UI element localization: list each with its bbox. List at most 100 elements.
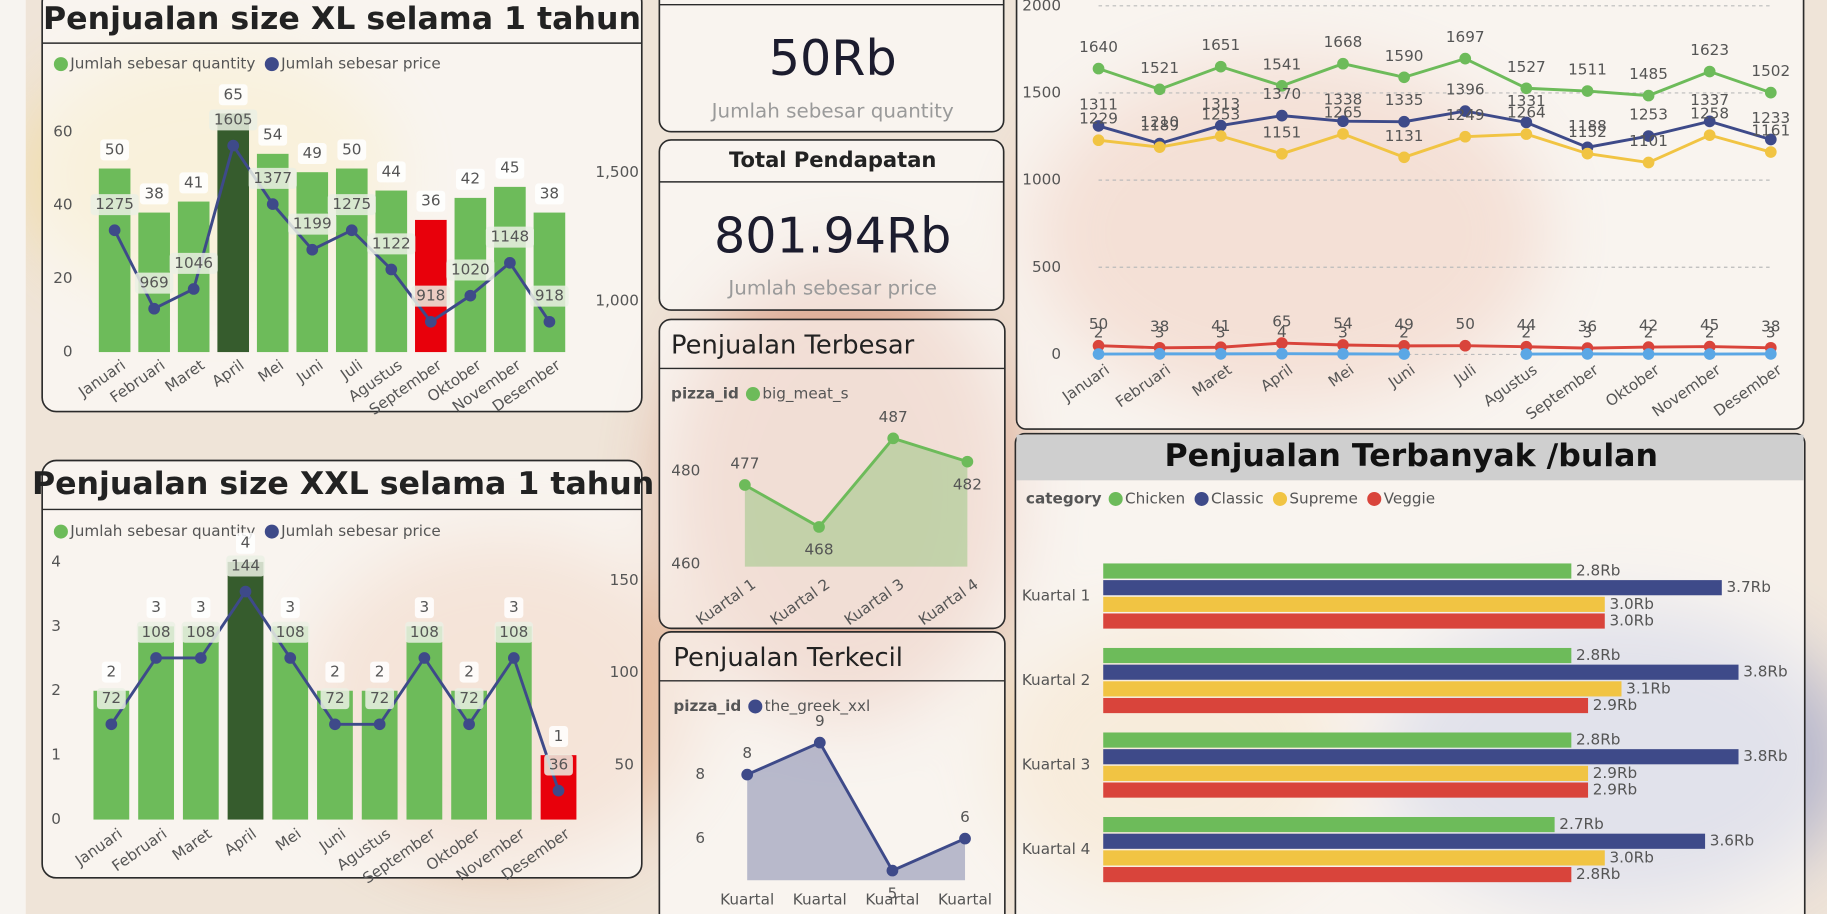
line-point	[886, 864, 899, 877]
data-label: 8	[742, 744, 752, 762]
data-label: 1605	[214, 110, 253, 128]
y-tick-label: 6	[695, 829, 705, 847]
data-label: 3.7Rb	[1726, 578, 1770, 596]
label-box	[218, 84, 248, 106]
line-point	[1276, 147, 1288, 160]
data-label: 42	[461, 170, 480, 188]
data-label: 3	[285, 598, 295, 616]
data-label: 54	[263, 126, 282, 144]
data-label: 2	[1094, 324, 1104, 342]
y-tick-label: 2000	[1022, 0, 1061, 14]
data-label: 2.9Rb	[1593, 781, 1637, 799]
line-point	[464, 289, 477, 302]
label-box	[280, 597, 300, 619]
legend-marker	[1272, 491, 1288, 506]
data-label: 1020	[451, 261, 490, 279]
line-point	[1764, 146, 1777, 158]
data-label: 1189	[1140, 117, 1179, 135]
label-box	[530, 285, 569, 307]
y-tick-label: Kuartal 2	[1022, 671, 1091, 689]
data-label: 2.8Rb	[1576, 731, 1620, 749]
data-label: 108	[276, 623, 305, 641]
data-label: 3	[1155, 323, 1165, 341]
data-label: 482	[953, 476, 982, 494]
data-label: 1131	[1385, 127, 1424, 145]
legend-label: Jumlah sebesar quantity	[69, 55, 255, 73]
y-tick-label: 0	[1051, 345, 1061, 363]
data-label: 38	[1150, 317, 1169, 335]
label-box	[367, 233, 416, 255]
bar	[1103, 850, 1605, 866]
data-label: 65	[224, 85, 243, 103]
label-box	[405, 621, 444, 643]
label-box	[416, 190, 446, 212]
line-point	[345, 224, 358, 237]
line-point	[1520, 128, 1533, 140]
data-label: 72	[325, 689, 344, 707]
data-label: 1275	[332, 195, 371, 213]
data-label: 1311	[1079, 95, 1118, 113]
label-box	[327, 194, 376, 216]
data-label: 2	[1521, 324, 1531, 342]
label-box	[226, 555, 265, 577]
data-label: 108	[410, 623, 439, 641]
data-label: 65	[1272, 313, 1291, 331]
data-label: 1264	[1507, 104, 1546, 122]
line-point	[194, 652, 207, 664]
y-tick-label: 100	[610, 663, 639, 681]
data-label: 487	[879, 408, 908, 426]
y-tick-label: 3	[51, 617, 61, 635]
label-box	[96, 688, 126, 710]
line-point	[1276, 79, 1288, 92]
line-point	[1642, 348, 1655, 360]
data-label: 1249	[1446, 106, 1485, 124]
bar	[1103, 732, 1572, 748]
data-label: 1265	[1324, 103, 1363, 121]
label-box	[191, 597, 211, 619]
chart-title: Penjualan Terbesar	[671, 331, 915, 361]
y-tick-label: 1,500	[595, 163, 639, 181]
data-label: 1640	[1079, 38, 1118, 56]
data-label: 2	[1644, 324, 1654, 342]
data-label: 918	[535, 287, 564, 305]
data-label: 1697	[1446, 28, 1485, 46]
data-label: 918	[416, 287, 445, 305]
legend-label: Veggie	[1384, 489, 1436, 507]
line-point	[1276, 347, 1288, 360]
data-label: 1	[554, 727, 564, 745]
data-label: 3	[1216, 323, 1226, 341]
label-box	[411, 285, 451, 307]
line-point	[1642, 156, 1655, 169]
data-label: 45	[1700, 316, 1719, 334]
data-label: 2.8Rb	[1576, 865, 1620, 883]
line-point	[1214, 119, 1227, 132]
data-label: 3.8Rb	[1743, 747, 1787, 765]
bar	[1103, 563, 1572, 579]
line-point	[1642, 89, 1655, 102]
data-label: 41	[184, 173, 203, 191]
bar	[296, 172, 329, 353]
line-point	[105, 718, 118, 731]
line-point	[1153, 141, 1166, 154]
line-point	[1337, 57, 1349, 70]
x-tick-label: Kuartal	[793, 891, 847, 909]
line-point	[1764, 86, 1777, 99]
label-box	[258, 124, 288, 146]
left-strip	[0, 0, 26, 914]
line	[744, 436, 968, 529]
label-box	[101, 661, 121, 683]
title-bar	[1016, 434, 1804, 481]
data-label: 1623	[1690, 41, 1729, 59]
line-point	[1214, 130, 1227, 142]
data-label: 2.8Rb	[1576, 646, 1620, 664]
line-point	[329, 718, 341, 731]
bar	[361, 690, 398, 820]
bar	[93, 690, 130, 820]
data-label: 1229	[1079, 110, 1118, 128]
data-label: 1335	[1385, 91, 1424, 109]
x-tick-label: Kuartal	[865, 891, 919, 909]
data-label: 1651	[1201, 36, 1240, 54]
data-label: 50	[342, 140, 361, 158]
label-box	[248, 167, 297, 189]
